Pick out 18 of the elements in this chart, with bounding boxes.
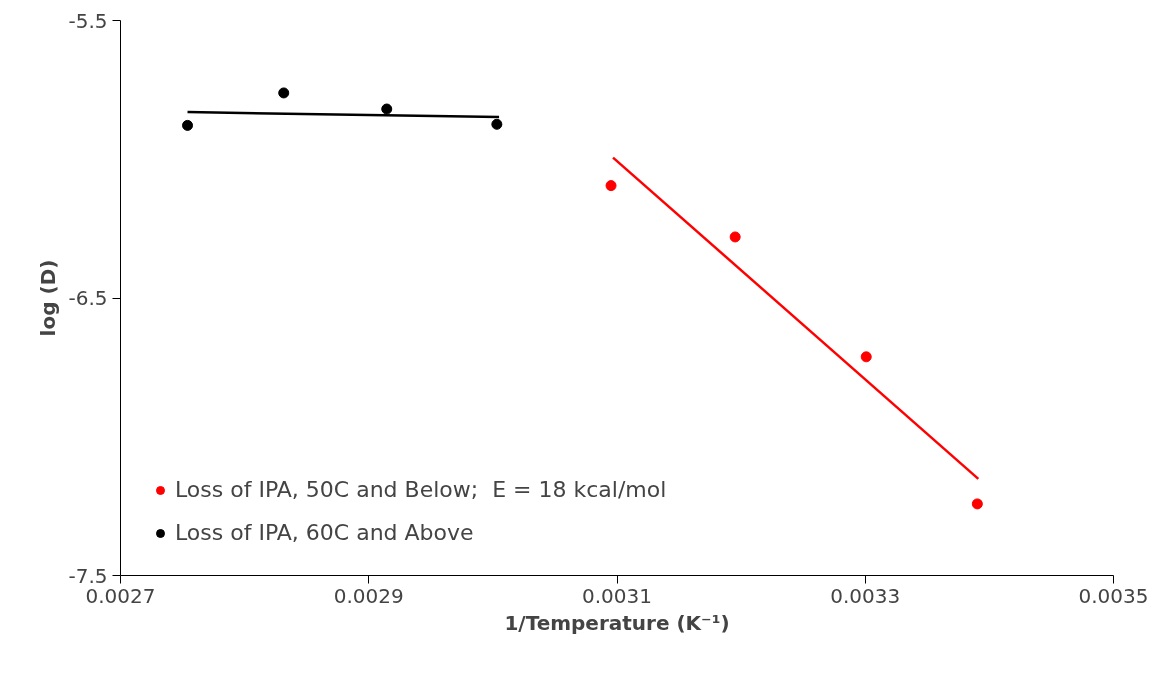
legend-label: Loss of IPA, 60C and Above [175,520,474,545]
point [491,118,503,130]
x-axis-title: 1/Temperature (K⁻¹) [504,610,730,635]
point [278,87,290,99]
legend-label: Loss of IPA, 50C and Below; E = 18 kcal/mol [175,477,667,502]
point [729,231,741,243]
y-tick-label: -5.5 [68,8,108,33]
y-tick-label: -6.5 [68,286,108,310]
point [605,180,617,192]
point [860,351,872,363]
x-tick-label: 0.0035 [1078,583,1149,608]
y-axis-title: log (D) [36,259,61,337]
point [182,119,194,131]
x-tick-label: 0.0029 [333,583,404,608]
x-tick-label: 0.0033 [830,583,901,608]
x-tick-label: 0.0031 [582,583,652,608]
point [381,103,393,115]
point [971,498,983,510]
